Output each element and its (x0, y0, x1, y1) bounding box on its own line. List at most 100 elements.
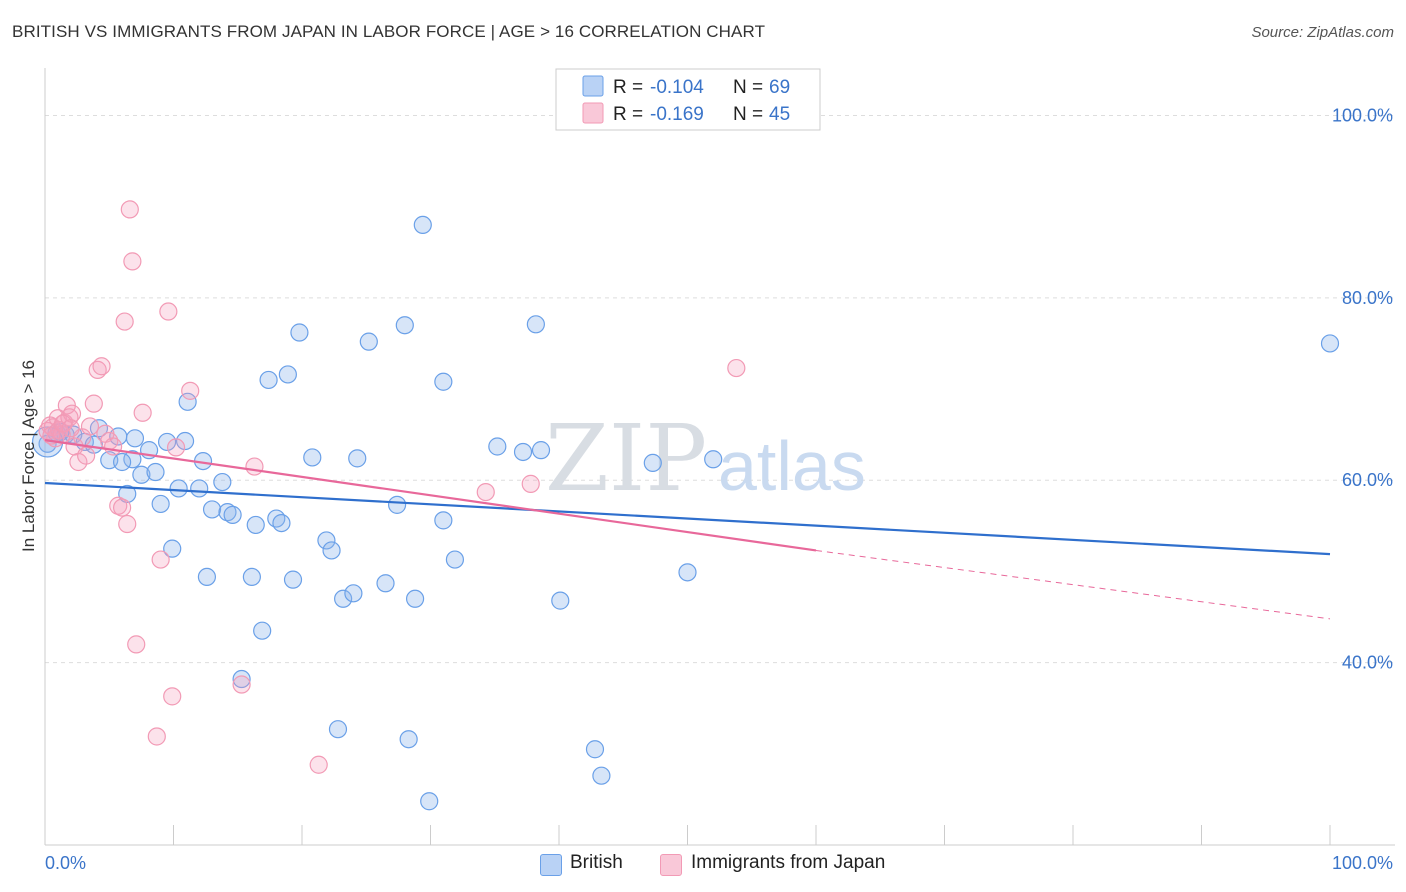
japan-trend-line-extension (815, 549, 1331, 620)
japan-point-18 (92, 357, 111, 376)
british-point-25 (218, 503, 237, 522)
legend-n-british: 69 (769, 77, 790, 98)
british-point-57 (526, 315, 545, 334)
british-point-47 (395, 316, 414, 335)
british-trend-line (44, 481, 1331, 556)
y-tick-label-1: 80.0% (1342, 288, 1393, 308)
british-point-42 (344, 584, 363, 603)
british-point-49 (405, 589, 425, 608)
japan-point-35 (181, 381, 200, 400)
british-point-23 (202, 500, 222, 519)
british-point-9 (123, 450, 142, 469)
british-point-36 (290, 323, 309, 342)
british-point-44 (359, 332, 378, 351)
watermark-atlas: atlas (718, 427, 866, 505)
japan-point-16 (84, 394, 103, 413)
british-point-55 (488, 437, 507, 456)
british-point-65 (1320, 334, 1340, 353)
british-point-17 (169, 479, 188, 498)
british-point-39 (322, 541, 341, 560)
british-point-37 (303, 448, 322, 467)
japan-point-24 (115, 312, 134, 331)
british-point-56 (513, 442, 533, 462)
british-point-24 (213, 472, 232, 492)
british-point-61 (592, 766, 611, 785)
british-point-34 (278, 365, 297, 384)
british-point-60 (585, 740, 605, 759)
japan-point-30 (147, 727, 166, 746)
british-point-41 (334, 589, 353, 608)
y-tick-label-2: 60.0% (1342, 470, 1393, 490)
british-point-50 (413, 215, 432, 235)
british-point-63 (678, 563, 697, 582)
y-tick-label-3: 40.0% (1342, 653, 1393, 673)
japan-point-37 (245, 457, 264, 476)
british-point-48 (399, 730, 418, 749)
legend-r-label-japan: R = (613, 104, 643, 125)
japan-point-32 (159, 302, 178, 321)
british-point-64 (704, 450, 723, 469)
british-point-59 (551, 591, 570, 610)
japan-trend-line (44, 439, 817, 552)
british-point-35 (283, 570, 303, 589)
tick-labels: 100.0% 80.0% 60.0% 40.0% 0.0% 100.0% (45, 105, 1393, 873)
british-point-45 (376, 574, 395, 593)
legend-n-label-japan: N = (733, 104, 763, 125)
japan-point-23 (112, 498, 132, 517)
british-point-62 (643, 453, 662, 473)
japan-point-15 (80, 417, 100, 436)
japan-point-36 (232, 675, 251, 694)
british-point-14 (151, 494, 170, 514)
japan-point-21 (104, 437, 123, 456)
british-point-58 (531, 441, 551, 460)
british-point-38 (317, 531, 336, 550)
japan-point-26 (120, 200, 139, 219)
watermark: ZIP atlas (545, 405, 866, 512)
british-point-68 (112, 452, 132, 472)
legend-n-label-british: N = (733, 77, 763, 98)
legend-swatch-japan (582, 102, 604, 124)
british-point-43 (348, 449, 367, 468)
series-legend-swatch-british (540, 854, 562, 876)
y-tick-label-0: 100.0% (1332, 105, 1393, 125)
british-point-26 (223, 505, 242, 524)
british-point-13 (146, 462, 165, 482)
british-point-30 (253, 621, 272, 640)
japan-point-28 (127, 635, 146, 654)
british-point-20 (190, 479, 209, 498)
british-point-29 (246, 515, 265, 535)
trend-lines (44, 439, 1331, 620)
japan-point-41 (727, 358, 746, 378)
japan-point-10 (62, 404, 82, 423)
japan-point-14 (77, 446, 96, 465)
series-legend-japan[interactable]: Immigrants from Japan (691, 852, 886, 873)
legend-r-japan: -0.169 (650, 104, 704, 125)
series-legend: British Immigrants from Japan (0, 850, 1406, 880)
japan-point-38 (309, 755, 328, 774)
british-points (31, 215, 1340, 811)
british-point-10 (125, 429, 145, 448)
legend-r-british: -0.104 (650, 77, 704, 98)
british-point-46 (387, 495, 407, 514)
source-credit: Source: ZipAtlas.com (1251, 24, 1394, 41)
british-point-15 (157, 432, 177, 452)
japan-point-39 (476, 482, 495, 502)
british-point-11 (132, 465, 151, 484)
british-point-31 (259, 370, 278, 390)
japan-point-27 (123, 252, 142, 271)
japan-point-25 (118, 514, 137, 534)
x-tick-label-right: 100.0% (1332, 853, 1393, 873)
british-point-19 (178, 392, 197, 411)
british-point-53 (434, 511, 453, 530)
british-point-51 (420, 792, 439, 811)
british-point-27 (232, 669, 251, 689)
british-point-16 (163, 539, 182, 558)
watermark-zip: ZIP (545, 405, 707, 512)
japan-point-44 (61, 419, 80, 438)
british-point-22 (197, 567, 217, 587)
series-legend-british[interactable]: British (570, 852, 623, 873)
british-point-18 (175, 431, 195, 451)
british-point-28 (242, 567, 261, 587)
x-tick-label-left: 0.0% (45, 853, 86, 873)
